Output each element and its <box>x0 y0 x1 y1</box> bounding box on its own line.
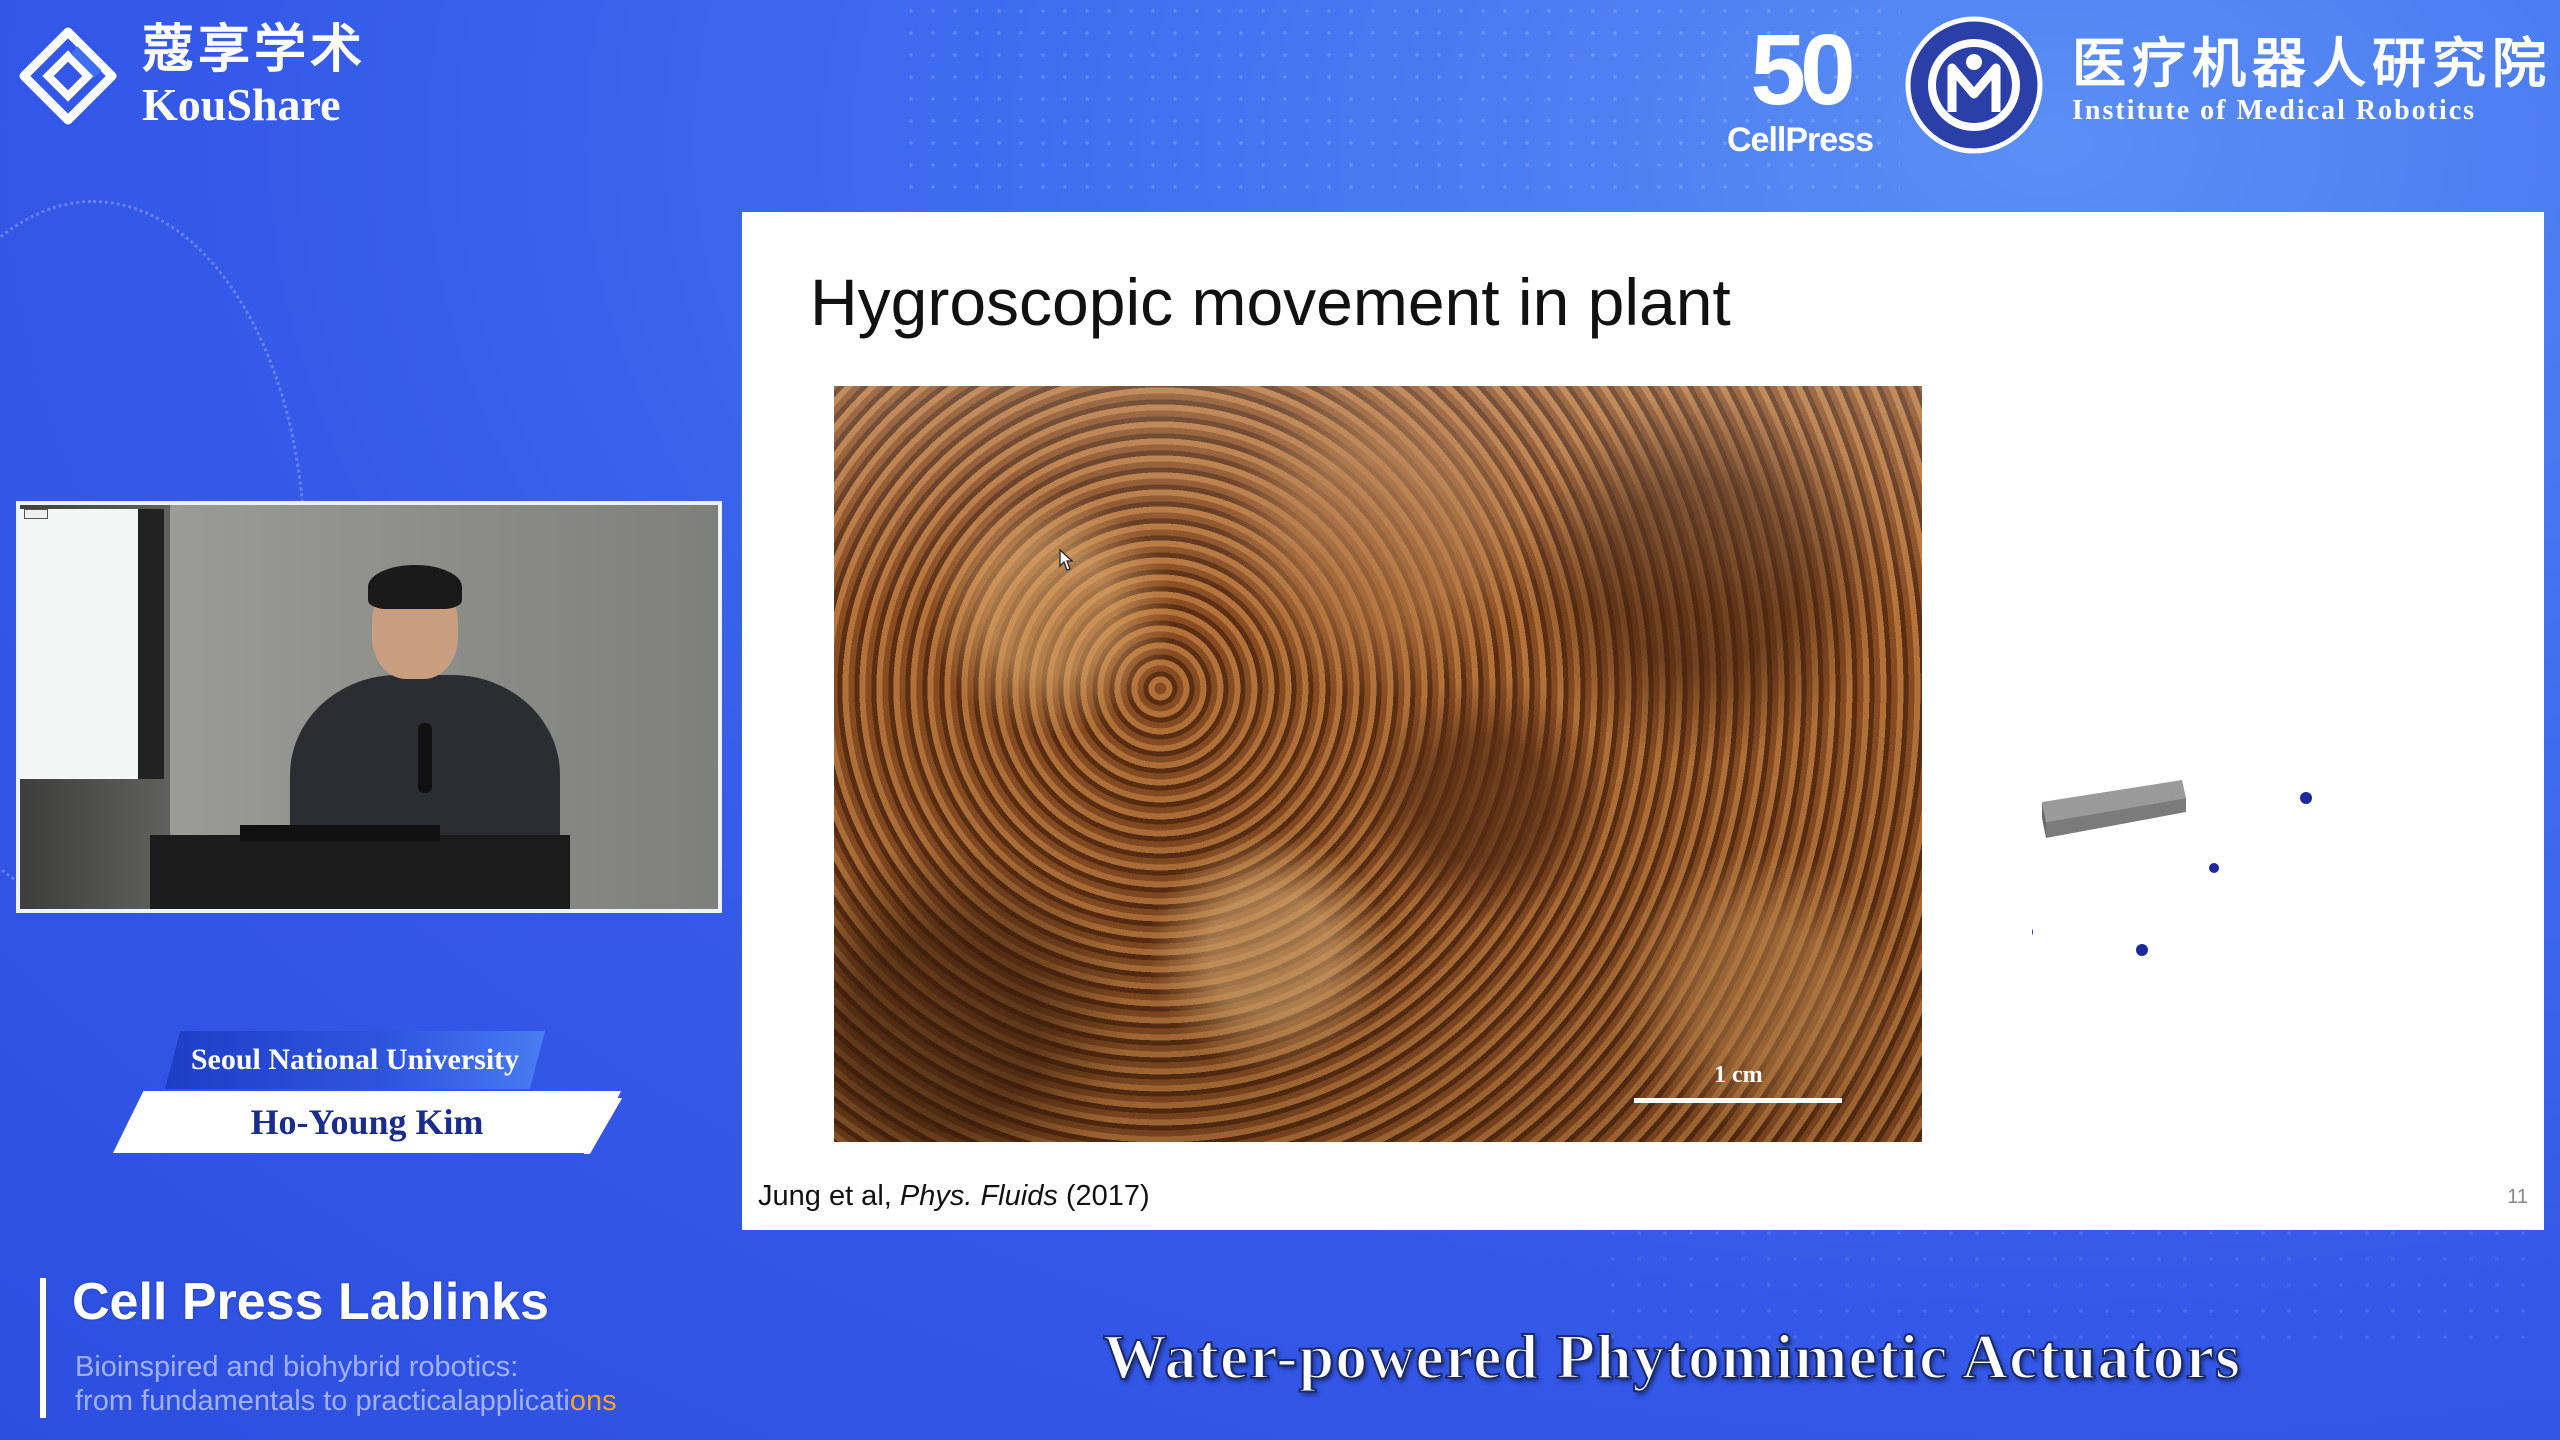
institute-name: 医疗机器人研究院 Institute of Medical Robotics <box>2072 34 2552 128</box>
video-tag <box>24 509 48 519</box>
series-subtitle-line2: from fundamentals to practicalapplicatio… <box>75 1384 617 1418</box>
background-dot-pattern <box>900 0 1900 200</box>
series-subtitle-line2-highlight: ons <box>569 1385 617 1417</box>
brand-name-en: KouShare <box>142 79 341 130</box>
series-subtitle: Bioinspired and biohybrid robotics: from… <box>75 1350 617 1418</box>
series-title: Cell Press Lablinks <box>72 1273 549 1331</box>
video-projector-screen <box>20 509 164 779</box>
podium <box>150 835 570 909</box>
background-dot-pattern-bottom <box>1600 1220 2540 1340</box>
brand-name-cn: 蔻享学术 <box>142 20 367 80</box>
slide-citation: Jung et al, Phys. Fluids (2017) <box>758 1180 1150 1213</box>
scale-bar <box>1634 1098 1842 1103</box>
pointer-cursor-icon <box>1059 548 1074 571</box>
cellpress-50-number: 50 <box>1750 14 1855 126</box>
speaker-name: Ho-Young Kim <box>113 1091 621 1153</box>
hygroscopic-animation <box>2032 780 2312 956</box>
citation-year: (2017) <box>1057 1180 1150 1212</box>
series-subtitle-line2-main: from fundamentals to practicalapplicati <box>75 1385 570 1417</box>
institute-name-cn: 医疗机器人研究院 <box>2072 32 2552 95</box>
institute-name-en: Institute of Medical Robotics <box>2072 95 2477 126</box>
institute-seal-icon <box>1905 16 2043 154</box>
speaker-video-feed <box>16 501 722 913</box>
speaker-hair <box>368 565 462 609</box>
moss-closeup-photo: 1 cm <box>834 386 1922 1142</box>
cellpress-50-text: CellPress <box>1727 121 1874 159</box>
citation-authors: Jung et al, <box>758 1180 900 1212</box>
series-accent-bar <box>40 1278 46 1418</box>
talk-title: Water-powered Phytomimetic Actuators <box>1102 1320 2241 1393</box>
particle <box>2136 944 2148 956</box>
scale-bar-label: 1 cm <box>1714 1062 1763 1088</box>
microphone <box>418 723 432 793</box>
particle <box>2032 928 2033 936</box>
cellpress-50-logo: 50 CellPress <box>1720 20 1880 165</box>
laptop <box>240 825 440 841</box>
actuator-strip-front <box>2042 802 2046 838</box>
photo-shading <box>834 386 1922 1142</box>
particle <box>2209 863 2219 873</box>
citation-journal: Phys. Fluids <box>899 1180 1058 1212</box>
koushare-logo-icon <box>19 27 117 125</box>
presentation-slide: Hygroscopic movement in plant 1 cm Jung … <box>742 212 2544 1230</box>
particle <box>2300 792 2312 804</box>
koushare-brand: 蔻享学术 KouShare <box>18 22 366 130</box>
actuator-strip-side <box>2046 798 2186 838</box>
series-subtitle-line1: Bioinspired and biohybrid robotics: <box>75 1351 519 1383</box>
speaker-affiliation: Seoul National University <box>165 1031 545 1089</box>
actuator-strip-top <box>2042 780 2186 822</box>
slide-title: Hygroscopic movement in plant <box>810 265 1731 339</box>
slide-page-number: 11 <box>2507 1186 2528 1208</box>
